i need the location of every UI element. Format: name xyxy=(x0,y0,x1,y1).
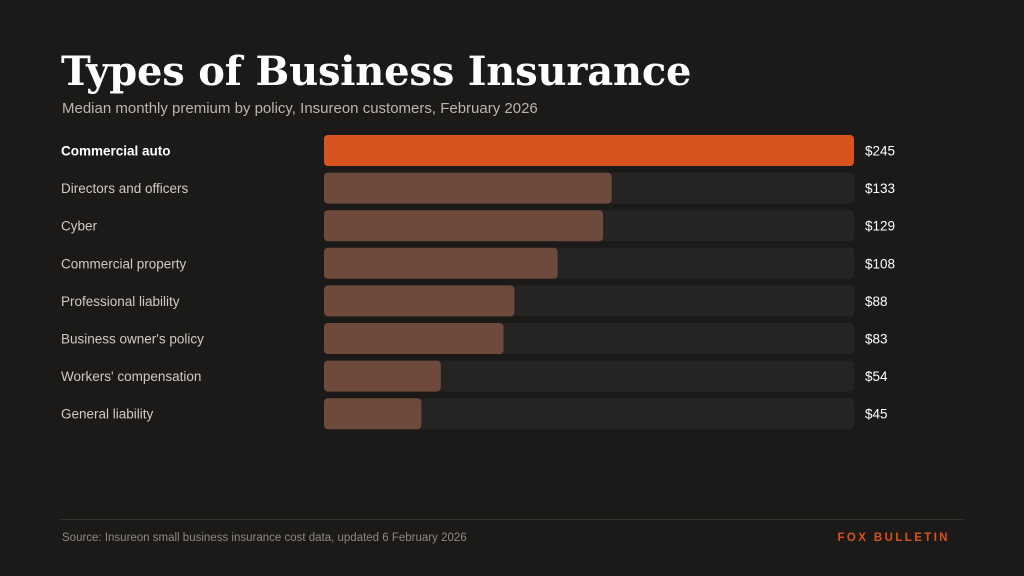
bar xyxy=(324,285,515,317)
category-label: Professional liability xyxy=(61,294,180,309)
bar xyxy=(324,135,854,166)
category-label: Workers' compensation xyxy=(61,369,201,384)
bar-track xyxy=(324,360,854,392)
value-label: $54 xyxy=(865,369,888,384)
brand-logo-text: FOX BULLETIN xyxy=(837,532,950,544)
category-label: Cyber xyxy=(61,219,98,234)
category-label: Commercial property xyxy=(61,256,187,271)
bar-track xyxy=(324,398,854,430)
bar xyxy=(324,323,504,354)
value-label: $45 xyxy=(865,407,888,422)
value-label: $83 xyxy=(865,332,888,347)
category-label: Business owner's policy xyxy=(61,332,204,347)
bar xyxy=(324,172,612,204)
chart-subtitle: Median monthly premium by policy, Insure… xyxy=(62,100,538,117)
bar xyxy=(324,247,558,279)
category-label: Directors and officers xyxy=(61,181,189,196)
value-label: $133 xyxy=(865,181,895,196)
footer-divider xyxy=(61,519,963,520)
value-label: $108 xyxy=(865,256,895,271)
bar xyxy=(324,360,441,392)
category-label: General liability xyxy=(61,407,154,422)
chart-title: Types of Business Insurance xyxy=(61,48,692,95)
bar xyxy=(324,210,604,242)
value-label: $129 xyxy=(865,219,895,234)
value-label: $245 xyxy=(865,144,895,159)
bar xyxy=(324,398,422,430)
source-note: Source: Insureon small business insuranc… xyxy=(62,532,467,544)
category-label: Commercial auto xyxy=(61,144,171,159)
value-label: $88 xyxy=(865,294,888,309)
